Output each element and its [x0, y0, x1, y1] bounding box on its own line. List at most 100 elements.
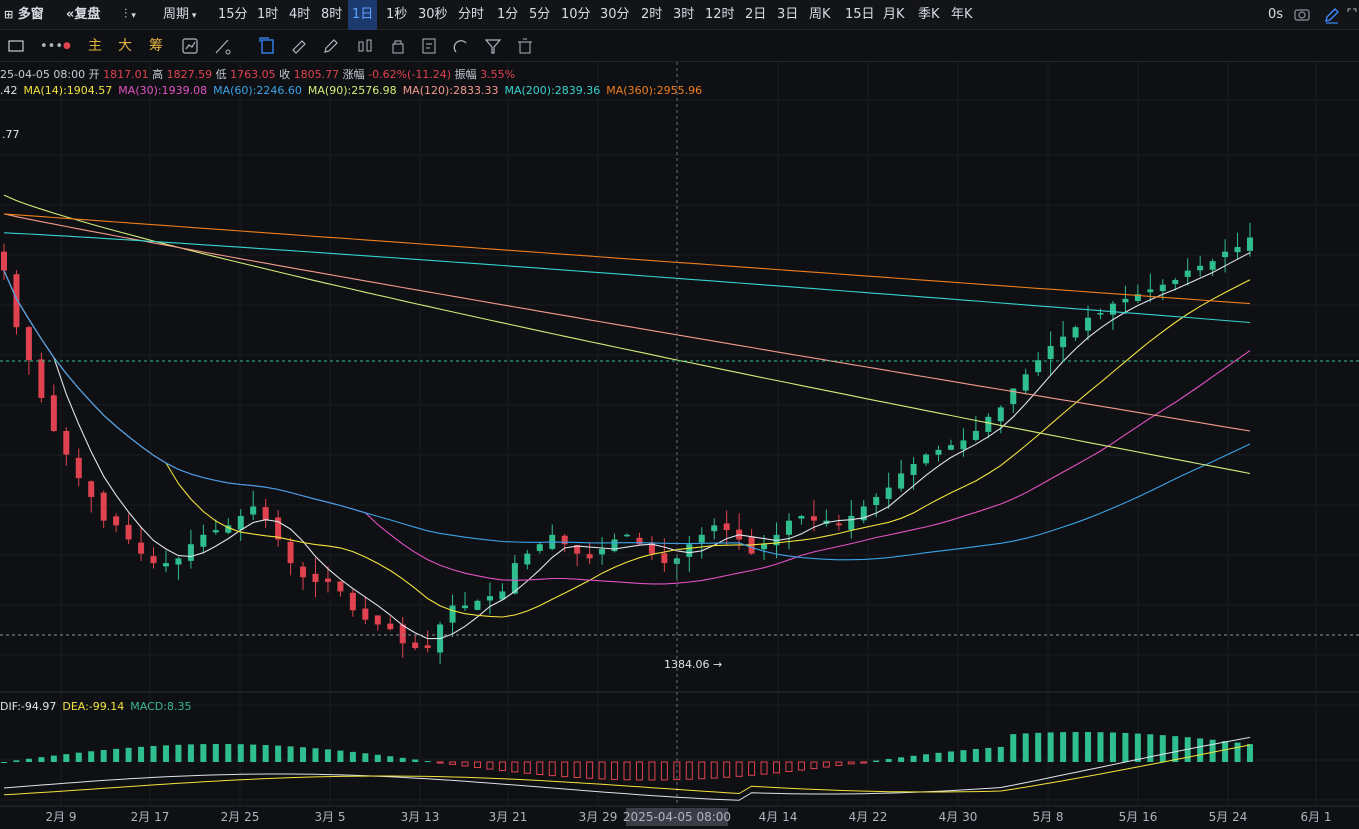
- candle-body: [75, 457, 82, 479]
- filter-icon[interactable]: [484, 31, 502, 62]
- candle-body: [611, 539, 618, 552]
- crossline-icon[interactable]: [213, 31, 231, 62]
- macd-bar: [25, 758, 32, 762]
- candle-body: [599, 548, 606, 555]
- interval-21[interactable]: 年K: [951, 7, 973, 22]
- candle-body: [38, 359, 45, 398]
- grid-icon: ⊞: [4, 8, 14, 21]
- candle-body: [1097, 313, 1104, 315]
- macd-bar: [1072, 732, 1079, 762]
- interval-15[interactable]: 2日: [745, 7, 767, 22]
- candle-body: [1159, 284, 1166, 292]
- copy-icon[interactable]: [258, 31, 276, 62]
- macd-bar: [473, 761, 481, 769]
- layout-icon[interactable]: [8, 31, 24, 62]
- interval-2[interactable]: 4时: [289, 7, 311, 22]
- macd-bar: [1234, 742, 1241, 762]
- candle-body: [262, 507, 269, 521]
- x-tick-label: 5月 24: [1209, 810, 1248, 824]
- more-icon[interactable]: •••●: [40, 39, 71, 54]
- ma-legend: .42 MA(14):1904.57 MA(30):1939.08 MA(60):22…: [0, 84, 708, 100]
- interval-18[interactable]: 15日: [845, 7, 875, 22]
- camera-icon[interactable]: [1294, 0, 1310, 30]
- close-value: 1805.77: [293, 68, 340, 81]
- low-value: 1763.05: [230, 68, 276, 81]
- macd-bar: [1022, 733, 1029, 762]
- ruler-icon[interactable]: [290, 31, 308, 62]
- pencil-icon[interactable]: [1324, 0, 1340, 30]
- interval-8[interactable]: 1分: [497, 7, 519, 22]
- interval-5[interactable]: 1秒: [386, 7, 408, 22]
- interval-0[interactable]: 15分: [218, 7, 248, 22]
- interval-14[interactable]: 12时: [705, 7, 735, 22]
- macd-bar: [1197, 738, 1204, 762]
- countdown: 0s: [1268, 7, 1284, 22]
- macd-bar: [237, 744, 244, 762]
- candle-body: [200, 534, 207, 547]
- macd-bar: [50, 755, 57, 762]
- main-indicator-button[interactable]: 主: [88, 38, 102, 54]
- candle-body: [910, 464, 917, 475]
- candle-body: [686, 544, 693, 557]
- ma-legend-item: MA(200):2839.36: [504, 84, 601, 97]
- macd-bar: [797, 761, 805, 771]
- interval-9[interactable]: 5分: [529, 7, 551, 22]
- macd-bar: [835, 761, 843, 766]
- interval-1[interactable]: 1时: [257, 7, 279, 22]
- macd-bar: [349, 751, 356, 762]
- macd-bar: [773, 761, 781, 774]
- indicator-icon[interactable]: [181, 31, 199, 62]
- candle-body: [810, 516, 817, 521]
- interval-4[interactable]: 1日: [348, 0, 378, 30]
- candle-body: [898, 473, 905, 489]
- candle-body: [1234, 246, 1241, 253]
- multi-window-button[interactable]: ⊞ 多窗: [4, 0, 44, 30]
- macd-bar: [250, 744, 257, 762]
- x-tick-label: 3月 13: [401, 810, 440, 824]
- x-tick-label: 4月 22: [849, 810, 888, 824]
- lock-icon[interactable]: [389, 31, 407, 62]
- macd-bar: [1122, 732, 1129, 762]
- interval-12[interactable]: 2时: [641, 7, 663, 22]
- period-dropdown[interactable]: 周期 ▾: [163, 0, 196, 30]
- macd-bar: [1247, 744, 1253, 762]
- chart-type-button[interactable]: ⫶ ▾: [124, 0, 136, 30]
- interval-10[interactable]: 10分: [561, 7, 591, 22]
- interval-7[interactable]: 分时: [458, 7, 485, 22]
- chevron-down-icon: ▾: [131, 11, 136, 21]
- interval-13[interactable]: 3时: [673, 7, 695, 22]
- macd-bar: [1060, 732, 1067, 762]
- macd-bar: [997, 746, 1004, 762]
- macd-bar: [710, 761, 718, 779]
- expand-icon[interactable]: [1346, 0, 1358, 30]
- magnet-icon[interactable]: [452, 31, 470, 62]
- candles-icon: ⫶: [124, 7, 128, 22]
- interval-6[interactable]: 30秒: [418, 7, 448, 22]
- interval-3[interactable]: 8时: [321, 7, 343, 22]
- interval-20[interactable]: 季K: [918, 7, 940, 22]
- chip-button[interactable]: 筹: [149, 38, 163, 54]
- big-order-button[interactable]: 大: [118, 38, 132, 54]
- candle-body: [1, 251, 7, 271]
- candle-body: [1072, 327, 1079, 338]
- close-label: 收: [279, 68, 291, 81]
- replay-button[interactable]: «复盘: [66, 0, 100, 30]
- note-icon[interactable]: [420, 31, 438, 62]
- trash-icon[interactable]: [516, 31, 534, 62]
- interval-17[interactable]: 周K: [809, 7, 831, 22]
- interval-11[interactable]: 30分: [600, 7, 630, 22]
- candle-body: [1122, 298, 1129, 303]
- candle-tool-icon[interactable]: [356, 31, 374, 62]
- macd-bar: [598, 761, 606, 780]
- brush-icon[interactable]: [322, 31, 340, 62]
- candle-body: [972, 430, 979, 440]
- macd-bar: [760, 761, 768, 775]
- interval-19[interactable]: 月K: [883, 7, 905, 22]
- macd-bar: [1097, 732, 1104, 762]
- high-label: 高: [152, 68, 164, 81]
- candle-body: [561, 535, 568, 545]
- interval-16[interactable]: 3日: [777, 7, 799, 22]
- high-annotation: .77: [2, 128, 20, 141]
- macd-bar: [648, 761, 656, 781]
